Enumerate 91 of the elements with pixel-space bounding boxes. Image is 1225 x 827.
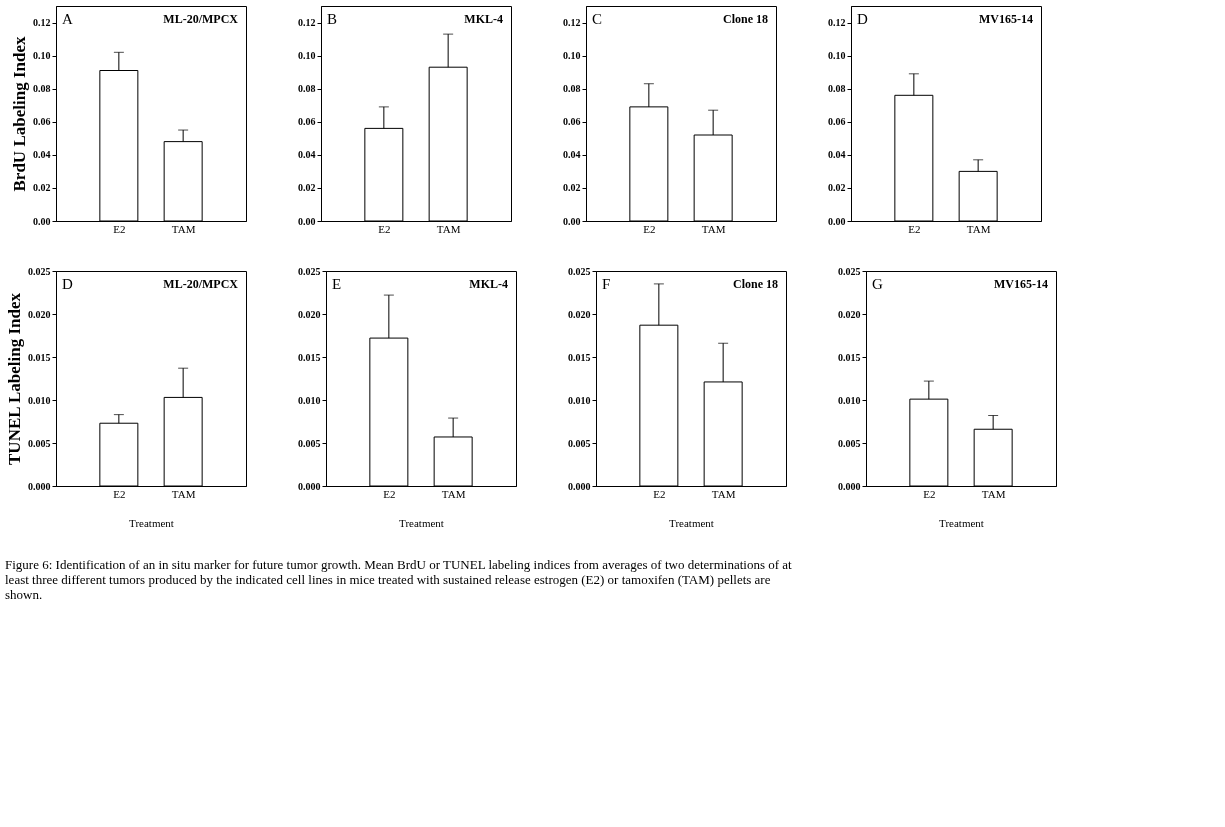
y-tick-label: 0.010 — [28, 394, 51, 406]
y-tick-label: 0.025 — [28, 265, 51, 277]
text: MV165-14 — [994, 277, 1048, 291]
x-tick-label: E2 — [383, 487, 396, 500]
y-tick-label: 0.025 — [298, 265, 321, 277]
annotation: D — [857, 11, 868, 27]
y-tick-label: 0.015 — [298, 351, 321, 363]
y-tick-label: 0.000 — [568, 480, 591, 492]
y-tick-label: 0.12 — [33, 17, 51, 29]
y-tick-label: 0.00 — [298, 215, 316, 227]
y-tick-label: 0.015 — [568, 351, 591, 363]
y-tick-label: 0.10 — [298, 50, 316, 62]
y-tick-label: 0.005 — [838, 437, 861, 449]
y-tick-label: 0.08 — [33, 83, 51, 95]
x-tick-label: TAM — [966, 222, 991, 235]
y-tick-label: 0.000 — [838, 480, 861, 492]
y-tick-label: 0.010 — [298, 394, 321, 406]
y-tick-label: 0.020 — [28, 308, 51, 320]
annotation: E — [332, 276, 342, 292]
x-axis-title: Treatment — [129, 516, 174, 529]
x-tick-label: E2 — [923, 487, 936, 500]
y-tick-label: 0.005 — [568, 437, 591, 449]
y-tick-label: 0.10 — [563, 50, 581, 62]
x-tick-label: E2 — [653, 487, 666, 500]
x-axis-title: Treatment — [399, 516, 444, 529]
x-tick-label: TAM — [711, 487, 736, 500]
text: Clone 18 — [733, 277, 778, 291]
y-tick-label: 0.010 — [838, 394, 861, 406]
annotation: C — [592, 11, 603, 27]
y-tick-label: 0.12 — [298, 17, 316, 29]
y-tick-label: 0.04 — [298, 149, 316, 161]
y-tick-label: 0.00 — [33, 215, 51, 227]
y-tick-label: 0.000 — [298, 480, 321, 492]
x-tick-label: E2 — [908, 222, 921, 235]
y-tick-label: 0.020 — [838, 308, 861, 320]
y-tick-label: 0.10 — [828, 50, 846, 62]
y-tick-label: 0.06 — [33, 116, 51, 128]
chart-title: Clone 18 — [723, 12, 768, 26]
y-tick-label: 0.02 — [298, 182, 316, 194]
y-tick-label: 0.04 — [828, 149, 846, 161]
y-tick-label: 0.06 — [828, 116, 846, 128]
y-tick-label: 0.06 — [563, 116, 581, 128]
x-axis-title: Treatment — [939, 516, 984, 529]
y-tick-label: 0.08 — [298, 83, 316, 95]
y-tick-label: 0.10 — [33, 50, 51, 62]
y-tick-label: 0.04 — [563, 149, 581, 161]
y-tick-label: 0.02 — [33, 182, 51, 194]
y-tick-label: 0.015 — [838, 351, 861, 363]
y-tick-label: 0.02 — [828, 182, 846, 194]
y-tick-label: 0.025 — [568, 265, 591, 277]
x-tick-label: E2 — [643, 222, 656, 235]
x-tick-label: E2 — [113, 222, 126, 235]
annotation: G — [872, 276, 883, 292]
y-tick-label: 0.08 — [828, 83, 846, 95]
y-tick-label: 0.06 — [298, 116, 316, 128]
x-axis-title: Treatment — [669, 516, 714, 529]
x-tick-label: E2 — [378, 222, 391, 235]
x-tick-label: TAM — [441, 487, 466, 500]
annotation: B — [327, 11, 338, 27]
y-tick-label: 0.12 — [563, 17, 581, 29]
y-tick-label: 0.020 — [568, 308, 591, 320]
annotation: A — [62, 11, 73, 27]
y-axis-title: TUNEL Labeling Index — [5, 292, 24, 465]
text: ML-20/MPCX — [163, 277, 239, 291]
x-tick-label: E2 — [113, 487, 126, 500]
chart-title: ML-20/MPCX — [163, 12, 239, 26]
y-tick-label: 0.00 — [563, 215, 581, 227]
y-tick-label: 0.000 — [28, 480, 51, 492]
y-tick-label: 0.005 — [298, 437, 321, 449]
y-tick-label: 0.020 — [298, 308, 321, 320]
y-tick-label: 0.025 — [838, 265, 861, 277]
text: MKL-4 — [469, 277, 508, 291]
y-tick-label: 0.12 — [828, 17, 846, 29]
y-tick-label: 0.04 — [33, 149, 51, 161]
y-tick-label: 0.08 — [563, 83, 581, 95]
annotation: D — [62, 276, 73, 292]
chart-title: MKL-4 — [464, 12, 503, 26]
x-tick-label: TAM — [701, 222, 726, 235]
caption: Figure 6: Identification of an in situ marker for future tumor growth. Mean BrdU or TUNEL labeling indices from averages of two determinations of at least three different tumors produced by the indicated cell lines in mice treated with sustained release estrogen (E2) or tamoxifen (TAM) pellets are shown. — [5, 556, 793, 602]
y-tick-label: 0.015 — [28, 351, 51, 363]
y-tick-label: 0.005 — [28, 437, 51, 449]
chart-title: MV165-14 — [979, 12, 1033, 26]
y-tick-label: 0.00 — [828, 215, 846, 227]
x-tick-label: TAM — [171, 222, 196, 235]
x-tick-label: TAM — [981, 487, 1006, 500]
y-tick-label: 0.02 — [563, 182, 581, 194]
x-tick-label: TAM — [171, 487, 196, 500]
y-axis-title: BrdU Labeling Index — [10, 36, 29, 192]
x-tick-label: TAM — [436, 222, 461, 235]
annotation: F — [602, 276, 611, 292]
y-tick-label: 0.010 — [568, 394, 591, 406]
